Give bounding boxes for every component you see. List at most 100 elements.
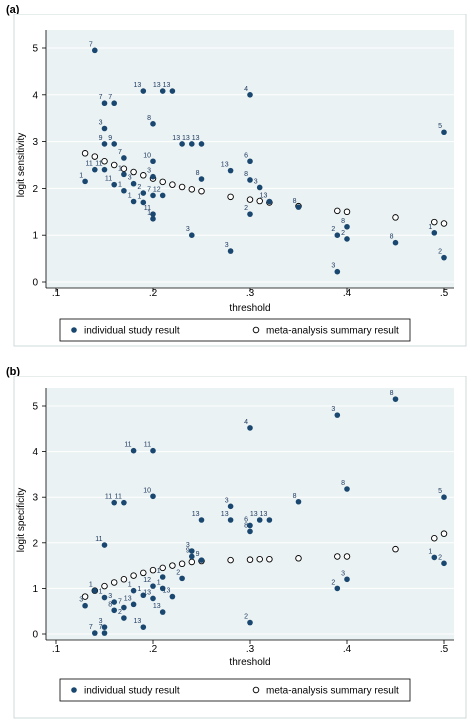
study-point: [150, 493, 156, 500]
study-point-label: 13: [221, 511, 229, 518]
study-point-label: 3: [99, 618, 103, 625]
study-point: [150, 211, 156, 217]
study-point: [150, 192, 156, 199]
study-point: [334, 585, 341, 592]
study-point: [82, 178, 88, 185]
study-point: [247, 528, 253, 535]
x-tick-label: .5: [440, 288, 449, 299]
summary-point: [266, 555, 273, 563]
summary-point: [169, 181, 176, 188]
study-point-label: 3: [108, 593, 112, 600]
study-point: [344, 223, 350, 230]
study-point: [92, 166, 98, 173]
study-point: [130, 180, 137, 187]
study-point: [130, 587, 137, 594]
legend-summary-label: meta-analysis summary result: [266, 326, 399, 337]
study-point: [266, 517, 273, 523]
study-point: [101, 141, 108, 147]
y-tick-label: 4: [32, 447, 38, 458]
study-point-label: 2: [438, 249, 442, 256]
study-point: [334, 412, 341, 418]
study-point-label: 2: [341, 230, 345, 237]
study-point-label: 9: [196, 551, 200, 558]
study-point-label: 13: [192, 135, 200, 142]
summary-point: [169, 562, 176, 569]
x-axis-title: threshold: [229, 303, 270, 314]
study-point-label: 11: [124, 442, 131, 449]
study-point-label: 13: [260, 193, 268, 200]
study-point: [150, 158, 156, 165]
study-point-label: 8: [341, 218, 345, 225]
study-point: [227, 248, 234, 254]
study-point: [256, 517, 263, 523]
study-point: [101, 542, 108, 548]
study-point-label: 8: [147, 115, 151, 122]
summary-point: [227, 556, 234, 564]
study-point: [247, 158, 253, 165]
summary-point: [188, 186, 196, 193]
study-point: [198, 517, 205, 523]
study-point-label: 8: [244, 171, 248, 178]
summary-point: [431, 218, 438, 226]
study-point-label: 9: [99, 135, 103, 142]
study-point-label: 13: [163, 588, 171, 595]
study-point: [82, 602, 88, 609]
study-point-label: 3: [331, 263, 335, 270]
study-point-label: 13: [124, 595, 132, 602]
study-point: [247, 92, 253, 98]
study-point-label: 7: [89, 41, 93, 48]
study-point-label: 2: [118, 609, 122, 616]
study-point: [121, 155, 127, 161]
x-tick-label: .2: [149, 288, 158, 299]
study-point-label: 4: [244, 86, 248, 93]
legend-box: [59, 318, 411, 342]
y-tick-label: 5: [32, 44, 38, 55]
study-point-label: 2: [244, 205, 248, 212]
study-point: [227, 503, 234, 510]
study-point: [150, 173, 156, 180]
study-point: [140, 624, 147, 630]
y-tick-label: 0: [32, 630, 38, 641]
summary-point: [392, 545, 399, 553]
y-axis-title: logit sensitivity: [16, 133, 27, 197]
x-tick-label: .2: [149, 644, 158, 655]
study-point: [247, 522, 253, 529]
legend-summary-label: meta-analysis summary result: [266, 686, 399, 697]
summary-point: [178, 560, 186, 568]
study-point: [266, 198, 273, 205]
study-point-label: 1: [137, 193, 141, 200]
summary-point: [140, 172, 147, 179]
study-point-label: 11: [105, 176, 112, 183]
y-tick-label: 2: [32, 538, 38, 549]
study-point-label: 8: [390, 234, 394, 241]
study-point-label: 1: [118, 182, 122, 189]
study-point-label: 7: [118, 149, 122, 156]
study-point: [140, 592, 147, 599]
summary-point: [110, 161, 118, 169]
summary-point: [159, 178, 166, 186]
legend-filled-marker: [71, 687, 77, 693]
study-point: [334, 232, 341, 238]
study-point-label: 9: [108, 135, 112, 142]
study-point-label: 3: [331, 406, 335, 413]
summary-point: [101, 582, 108, 590]
study-point: [189, 553, 195, 560]
study-point-label: 5: [438, 488, 442, 495]
study-point: [111, 181, 117, 188]
study-point-label: 13: [260, 511, 268, 518]
study-point: [92, 47, 98, 54]
study-point-label: 13: [192, 511, 200, 518]
study-point: [121, 615, 127, 621]
study-point-label: 13: [182, 135, 190, 142]
legend-individual-label: individual study result: [84, 686, 180, 697]
study-point-label: 1: [137, 586, 141, 593]
legend-individual-label: individual study result: [84, 326, 180, 337]
study-point-label: 11: [95, 161, 102, 168]
study-point: [169, 88, 176, 94]
study-point-label: 2: [331, 579, 335, 586]
study-point: [111, 141, 117, 147]
summary-point: [295, 555, 302, 562]
study-point-label: 10: [143, 152, 151, 159]
